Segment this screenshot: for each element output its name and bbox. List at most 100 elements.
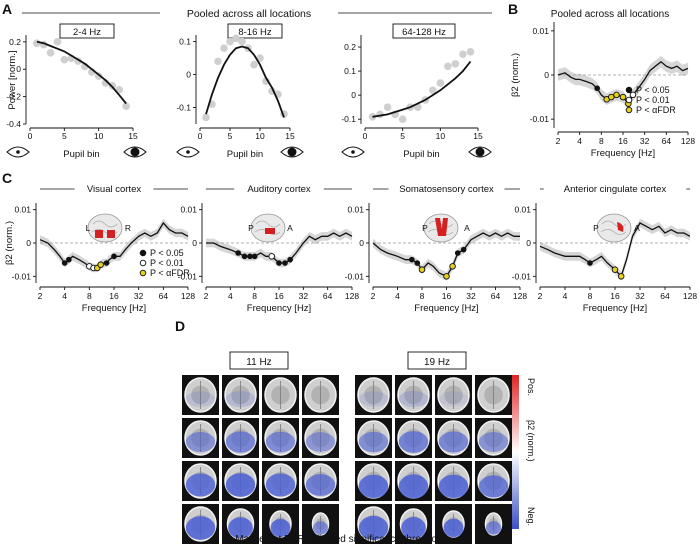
legend-label: P < 0.05 (150, 248, 184, 258)
brain-icon (87, 213, 123, 243)
y-tick-label: 0 (26, 238, 31, 248)
brain-slice (182, 504, 219, 544)
x-tick-label: 32 (299, 291, 309, 301)
data-point (436, 79, 445, 87)
band-label: 64-128 Hz (402, 27, 446, 38)
data-point (60, 55, 69, 64)
y-axis-label: β2 (norm.) (510, 53, 521, 97)
sig-marker-p05 (66, 256, 72, 263)
data-point (108, 81, 117, 90)
data-point (429, 86, 437, 95)
brain-orientation-left: P (248, 223, 254, 233)
subplot-title-bg (388, 182, 505, 195)
y-tick-label: 0.01 (532, 26, 549, 36)
brain-region-highlight (617, 222, 624, 232)
x-tick-label: 10 (94, 131, 104, 141)
sig-marker-p05 (587, 260, 593, 266)
y-tick-label: 0 (16, 64, 21, 74)
x-tick-label: 8 (420, 291, 425, 301)
y-axis-label: Power [norm.] (7, 50, 18, 109)
panel-d-left-label-box (229, 351, 289, 370)
y-tick-label: 0.2 (344, 42, 356, 52)
x-tick-label: 5 (62, 131, 67, 141)
y-tick-label: -0.2 (6, 92, 21, 102)
x-axis-label: Frequency [Hz] (82, 303, 146, 314)
large-pupil-eye-icon (280, 146, 304, 158)
panel-a-title: Pooled across all locations (187, 8, 311, 20)
legend-marker (625, 106, 633, 114)
y-tick-label: -0.01 (178, 271, 198, 281)
sig-marker-p05 (247, 253, 253, 260)
subplot-title: Somatosensory cortex (399, 184, 494, 195)
sig-marker-p05 (287, 256, 293, 263)
cortex-plot-4: 0.01 0 -0.01 2 4 8 16 32 64 128 Frequency [Hz] (512, 203, 697, 314)
subplot-title-bg (234, 182, 324, 195)
brain-slice (182, 461, 219, 501)
y-axis-label: β2 (norm.) (4, 221, 15, 265)
data-point (202, 113, 210, 122)
x-tick-label: 128 (345, 291, 359, 301)
brain-slice (222, 375, 259, 415)
pupil (475, 147, 485, 157)
brain-outline (87, 213, 123, 243)
brain-orientation-left: L (86, 223, 91, 233)
sig-marker-p05 (241, 253, 248, 260)
y-tick-label: 0.01 (347, 205, 364, 215)
panel-d (182, 375, 512, 544)
negative-effect-overlay (185, 516, 216, 540)
y-tick-label: 0.01 (14, 205, 31, 215)
brain-slice (302, 375, 339, 415)
legend-marker (139, 259, 147, 267)
data-point (262, 77, 270, 85)
brain-icon (423, 213, 459, 243)
y-tick-label: 0.2 (9, 37, 21, 47)
legend-label: P < αFDR (636, 105, 676, 115)
sig-marker-p05 (251, 253, 258, 260)
panel-d-right-label-box (407, 351, 467, 370)
brain-slice (355, 418, 392, 458)
band-label-box (392, 23, 456, 39)
negative-effect-overlay (265, 431, 296, 453)
legend-label: P < 0.05 (636, 85, 670, 95)
brain-slice (355, 375, 392, 415)
negative-effect-overlay (185, 431, 216, 453)
legend-label: P < 0.01 (636, 95, 670, 105)
x-axis-label: Frequency [Hz] (414, 303, 478, 314)
x-axis-label: Frequency [Hz] (583, 303, 647, 314)
legend-marker (625, 86, 633, 94)
y-tick-label: 0 (351, 90, 356, 100)
band-label-box (227, 23, 283, 39)
brain-region-highlight (265, 228, 275, 234)
x-tick-label: 32 (640, 136, 650, 146)
colorbar-mid-label: β2 (norm.) (526, 420, 536, 462)
negative-effect-overlay (443, 518, 464, 538)
negative-effect-overlay (358, 474, 389, 499)
x-tick-label: 16 (109, 291, 119, 301)
panel-letter-c: C (2, 170, 12, 186)
brain-slice (262, 504, 299, 544)
band-label: 8-16 Hz (238, 27, 272, 38)
sig-marker-p05 (454, 250, 461, 256)
subplot-title: Anterior cingulate cortex (564, 184, 667, 195)
x-axis-label: Frequency [Hz] (247, 303, 311, 314)
large-pupil-eye-icon (468, 146, 492, 158)
negative-effect-overlay (358, 391, 389, 407)
brain-slice (395, 375, 432, 415)
brain-slice (355, 504, 392, 544)
negative-effect-overlay (185, 391, 216, 407)
y-tick-label: -0.4 (6, 119, 21, 129)
colorbar-bottom-label: Neg. (526, 507, 536, 526)
fit-curve (372, 60, 472, 118)
x-tick-label: 32 (635, 291, 645, 301)
brain-slice (262, 461, 299, 501)
y-tick-label: 0.1 (179, 37, 191, 47)
x-tick-label: 0 (363, 131, 368, 141)
negative-effect-overlay (228, 517, 253, 539)
brain-slice (222, 418, 259, 458)
brain-slice (222, 461, 259, 501)
x-tick-label: 2 (371, 291, 376, 301)
sig-marker-p05 (111, 253, 117, 260)
x-tick-label: 4 (563, 291, 568, 301)
